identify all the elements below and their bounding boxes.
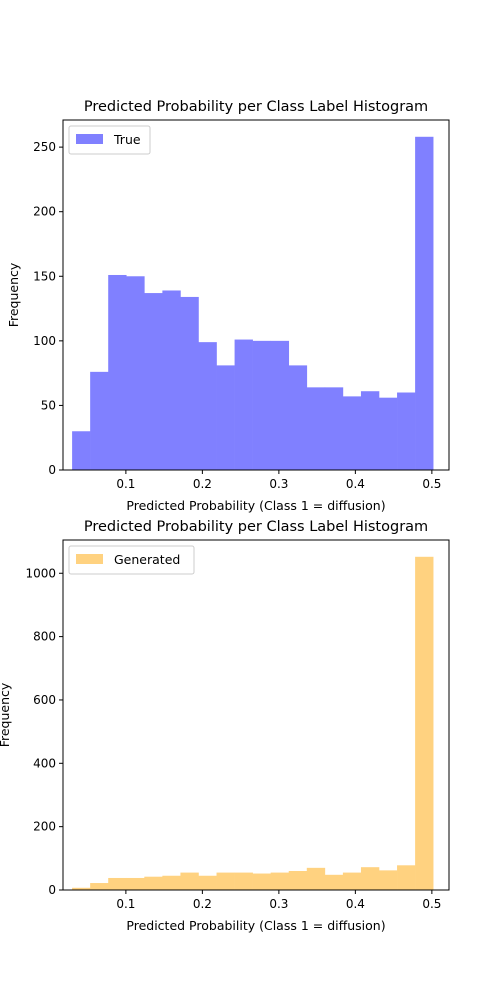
histogram-bar [379,397,398,470]
histogram-bar [342,872,362,890]
histogram-bar [144,293,163,470]
x-tick-label: 0.5 [422,477,441,491]
axes-frame [62,539,450,891]
histogram-bar [180,296,199,470]
histogram-bar [397,865,416,890]
histogram-bar [306,387,326,470]
x-axis-label: Predicted Probability (Class 1 = diffusi… [126,918,385,933]
y-axis-label: Frequency [0,682,12,747]
x-tick-label: 0.4 [346,897,365,911]
chart-title: Predicted Probability per Class Label Hi… [84,99,428,115]
y-tick-label: 0 [48,883,56,897]
y-tick-label: 400 [33,756,56,770]
x-axis-label: Predicted Probability (Class 1 = diffusi… [126,498,385,513]
histogram-bar [252,340,271,470]
y-tick-label: 200 [33,205,56,219]
histogram-bar [360,867,380,890]
histogram-bar [288,870,308,890]
histogram-bar [126,276,145,470]
legend-box [68,545,195,575]
y-tick-label: 100 [33,334,56,348]
histogram-panel-true: Predicted Probability per Class Label Hi… [6,99,450,513]
legend-label: Generated [114,552,180,567]
histogram-bar [324,874,344,890]
histogram-bar [90,883,109,890]
y-axis-ticks: 0 200 400 600 800 1000 [25,566,63,897]
x-axis-ticks: 0.1 0.2 0.3 0.4 0.5 [116,890,441,911]
histogram-bar [90,371,109,470]
y-tick-label: 800 [33,630,56,644]
y-tick-label: 150 [33,269,56,283]
legend-swatch [76,134,103,144]
legend-swatch [76,554,103,564]
histogram-bar [198,875,217,890]
histogram-bar [342,396,362,470]
histogram-bar [252,873,271,890]
x-tick-label: 0.1 [116,477,135,491]
legend-box [68,125,151,155]
y-tick-label: 600 [33,693,56,707]
y-tick-label: 250 [33,140,56,154]
y-tick-label: 50 [41,398,56,412]
histogram-bar [72,887,91,890]
histogram-bar [270,872,290,890]
axes-frame [62,119,450,471]
histogram-bar [234,872,253,890]
x-tick-label: 0.1 [116,897,135,911]
y-tick-label: 0 [48,463,56,477]
histogram-bar [360,391,380,470]
x-tick-label: 0.2 [193,897,212,911]
histogram-bar [270,340,290,470]
x-tick-label: 0.5 [422,897,441,911]
histogram-bar [198,342,217,470]
histogram-bar [234,339,253,470]
x-tick-label: 0.3 [269,897,288,911]
histogram-bar [379,870,398,890]
histogram-bar [108,877,127,890]
histogram-bar [288,365,308,470]
histogram-bar [306,867,326,890]
legend: True [68,125,151,155]
histogram-bar [180,872,199,890]
bars-group [72,556,434,890]
histogram-bar [162,290,181,470]
x-tick-label: 0.4 [346,477,365,491]
y-tick-label: 1000 [25,566,56,580]
histogram-bar [126,877,145,890]
x-tick-label: 0.3 [269,477,288,491]
legend-label: True [113,132,141,147]
y-axis-label: Frequency [6,262,21,327]
histogram-bar [108,274,127,470]
legend: Generated [68,545,195,575]
histogram-bar [415,136,434,470]
y-axis-ticks: 0 50 100 150 200 250 [33,140,63,477]
histogram-bar [162,875,181,890]
chart-title: Predicted Probability per Class Label Hi… [84,519,428,535]
histogram-bar [72,431,91,470]
x-tick-label: 0.2 [193,477,212,491]
x-axis-ticks: 0.1 0.2 0.3 0.4 0.5 [116,470,441,491]
histogram-bar [216,365,235,470]
bars-group [72,136,434,470]
histogram-bar [144,876,163,890]
histogram-bar [397,392,416,470]
histogram-bar [216,872,235,890]
histogram-bar [415,556,434,890]
histogram-bar [324,387,344,470]
y-tick-label: 200 [33,820,56,834]
histogram-panel-generated: Predicted Probability per Class Label Hi… [0,519,450,933]
